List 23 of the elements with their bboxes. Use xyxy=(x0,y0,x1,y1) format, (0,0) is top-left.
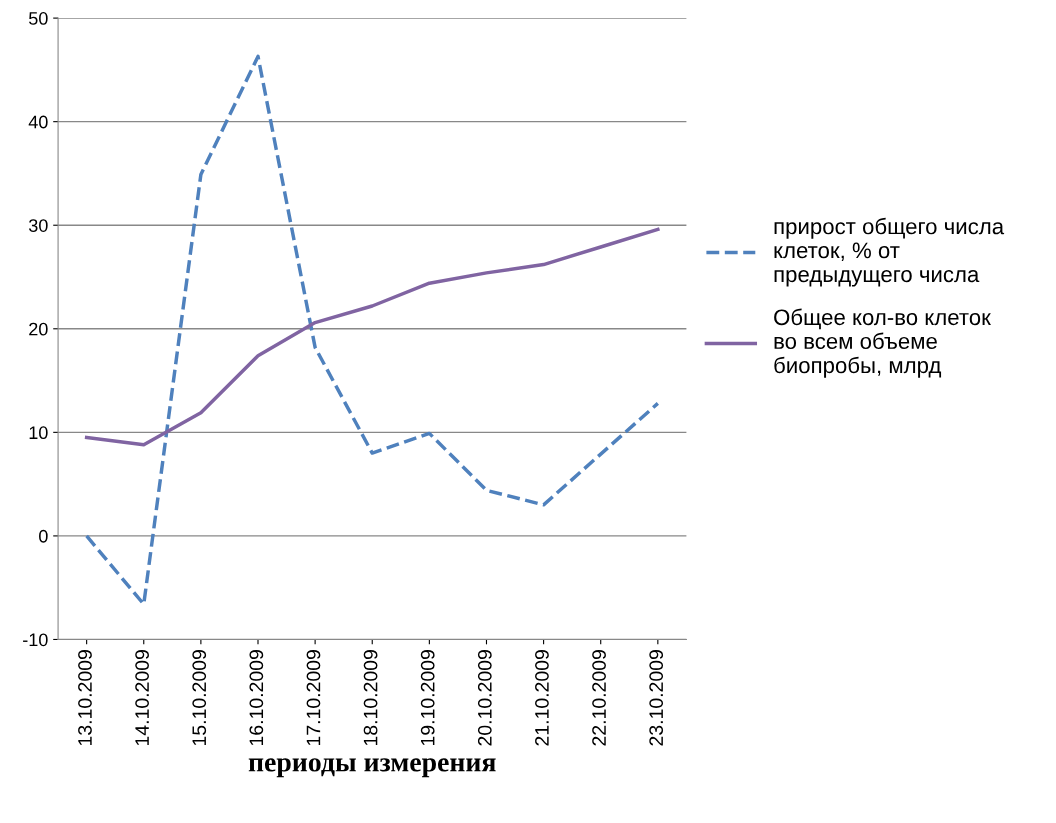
x-tick-label: 15.10.2009 xyxy=(192,650,207,746)
x-tick-label: 16.10.2009 xyxy=(249,650,264,746)
x-tick-label: 13.10.2009 xyxy=(78,650,92,746)
x-tick-label: 22.10.2009 xyxy=(592,650,606,746)
x-tick-label: 18.10.2009 xyxy=(363,650,378,746)
y-tick-label: 50 xyxy=(29,12,48,25)
x-tick-label: 19.10.2009 xyxy=(420,650,435,746)
x-tick-label: 14.10.2009 xyxy=(135,650,149,746)
y-tick-label: 20 xyxy=(29,322,48,336)
y-tick-label: 30 xyxy=(28,219,48,232)
y-tick-label: -10 xyxy=(23,633,48,647)
x-axis-title: периоды измерения xyxy=(248,758,496,778)
x-tick-label: 20.10.2009 xyxy=(477,650,492,746)
x-tick-label: 21.10.2009 xyxy=(535,650,549,746)
legend-label: прирост общего числа клеток, % от предыдущего числа xyxy=(774,217,1005,287)
x-tick-label: 17.10.2009 xyxy=(306,650,321,746)
legend-label: Общее кол-во клеток во всем объеме биопробы, млрд xyxy=(774,308,991,378)
y-tick-label: 10 xyxy=(29,426,48,440)
x-tick-label: 23.10.2009 xyxy=(649,650,664,746)
y-tick-label: 0 xyxy=(39,529,48,543)
y-tick-label: 40 xyxy=(28,115,48,129)
line-series xyxy=(84,227,660,447)
line-series xyxy=(84,54,660,606)
